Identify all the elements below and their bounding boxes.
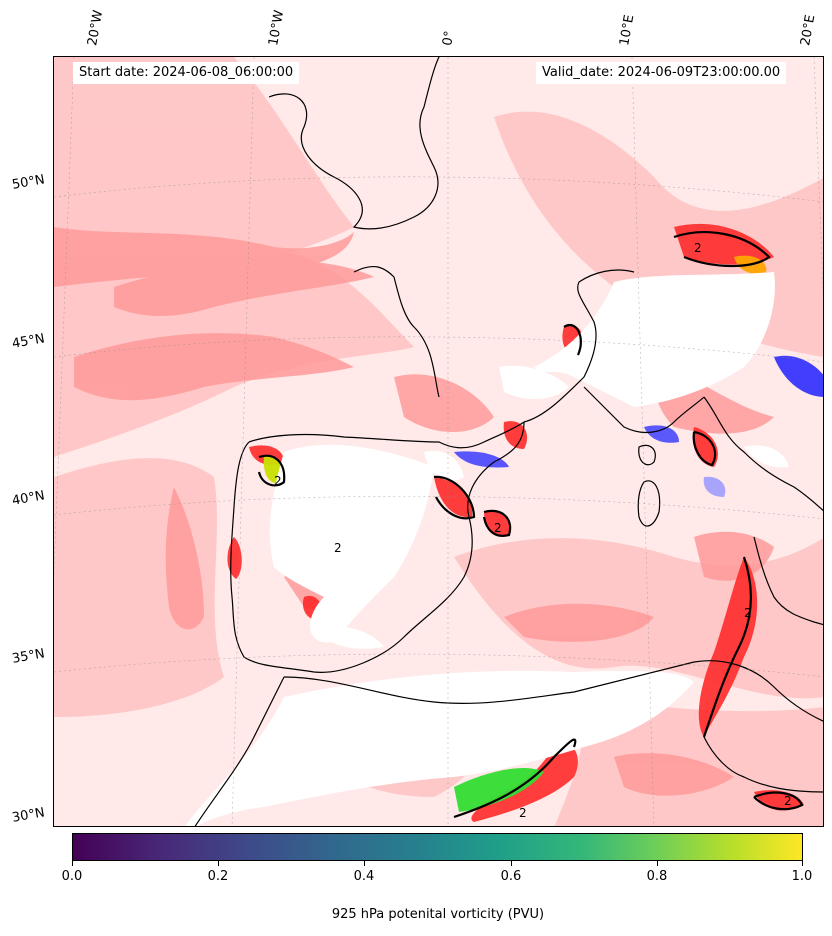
- contour-label: 2: [694, 241, 702, 255]
- colorbar: [72, 833, 803, 861]
- contour-label: 2: [744, 606, 752, 620]
- lon-label-20w: 20°W: [85, 9, 107, 48]
- colorbar-tick: [657, 861, 658, 866]
- contour-label: 2: [519, 806, 527, 820]
- colorbar-tick: [72, 861, 73, 866]
- contour-labels: 2 2 2 2 2 2 2: [274, 241, 792, 820]
- coastlines: [194, 57, 823, 826]
- valid-date-box: Valid_date: 2024-06-09T23:00:00.00: [536, 62, 787, 84]
- pv-field-map: 2 2 2 2 2 2 2: [54, 57, 823, 826]
- colorbar-tick: [511, 861, 512, 866]
- contour-label: 2: [784, 794, 792, 808]
- colorbar-tick-label: 0.6: [500, 869, 522, 884]
- start-date-box: Start date: 2024-06-08_06:00:00: [73, 62, 300, 84]
- colorbar-label: 925 hPa potenital vorticity (PVU): [331, 907, 545, 922]
- map-panel: 2 2 2 2 2 2 2: [53, 56, 824, 827]
- colorbar-tick: [364, 861, 365, 866]
- colorbar-tick-label: 0.8: [646, 869, 668, 884]
- colorbar-tick: [802, 861, 803, 866]
- lon-label-20e: 20°E: [798, 13, 819, 47]
- graticule: [54, 57, 823, 826]
- terrain-mask: [185, 272, 789, 826]
- colorbar-tick-label: 0.2: [207, 869, 229, 884]
- colorbar-tick-label: 1.0: [791, 869, 813, 884]
- lat-label-30n: 30°N: [11, 805, 46, 826]
- lat-label-45n: 45°N: [11, 331, 46, 352]
- lon-label-10w: 10°W: [266, 9, 288, 48]
- lat-label-40n: 40°N: [11, 488, 46, 509]
- colorbar-tick-label: 0.0: [61, 869, 83, 884]
- contour-label: 2: [274, 474, 282, 488]
- lon-label-10e: 10°E: [617, 13, 638, 47]
- lon-label-0: 0°: [440, 29, 458, 47]
- pv-contour-2: [257, 231, 804, 819]
- colorbar-tick: [218, 861, 219, 866]
- lat-label-50n: 50°N: [11, 172, 46, 193]
- contour-label: 2: [334, 541, 342, 555]
- lat-label-35n: 35°N: [11, 646, 46, 667]
- colorbar-tick-label: 0.4: [353, 869, 375, 884]
- contour-label: 2: [494, 521, 502, 535]
